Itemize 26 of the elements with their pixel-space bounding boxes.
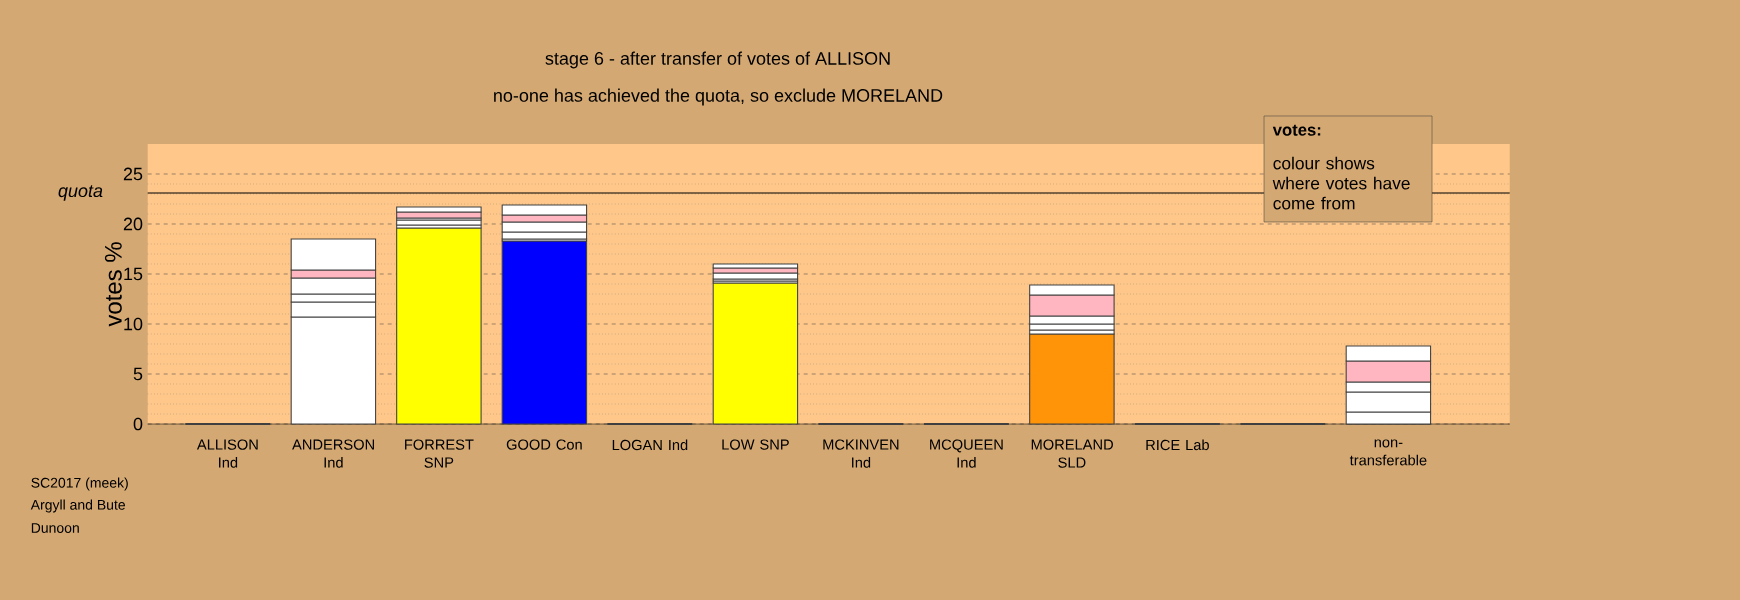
text: Dunoon [31,523,79,533]
text: votes: [1272,124,1321,136]
y-tick-label: 10 [124,317,143,331]
text: Argyll and Bute [30,499,125,513]
x-tick-label: FORREST SNP [405,439,474,468]
y-tick-label: 25 [123,167,143,181]
chart-subtitle: no-one has achieved the quota, so exclude MORELAND [494,88,943,106]
y-tick-label: 20 [123,217,143,231]
annotation: colour shows where votes have come from [1272,156,1410,210]
y-tick-label: 0 [133,417,143,431]
x-tick-label: RICE Lab [1146,439,1209,451]
x-tick-label: LOGAN Ind [612,439,688,451]
x-tick-label: non-transferable [1349,439,1427,466]
text: SC2017 (meek) [31,477,128,491]
ref-line-label: quota [58,185,103,201]
x-tick-label: ANDERSON Ind [292,439,374,468]
x-tick-label: MCQUEEN Ind [930,439,1003,468]
x-tick-label: LOW SNP [722,439,789,450]
x-tick-label: MORELAND SLD [1031,439,1113,468]
chart-title: stage 6 - after transfer of votes of ALLISON [545,51,890,69]
y-tick-label: 5 [133,367,143,381]
x-tick-label: ALLISON Ind [196,439,258,468]
y-axis-title: votes % [104,242,122,327]
x-tick-label: GOOD Con [506,439,582,450]
y-tick-label: 15 [124,267,143,281]
x-tick-label: MCKINVEN Ind [823,439,899,468]
